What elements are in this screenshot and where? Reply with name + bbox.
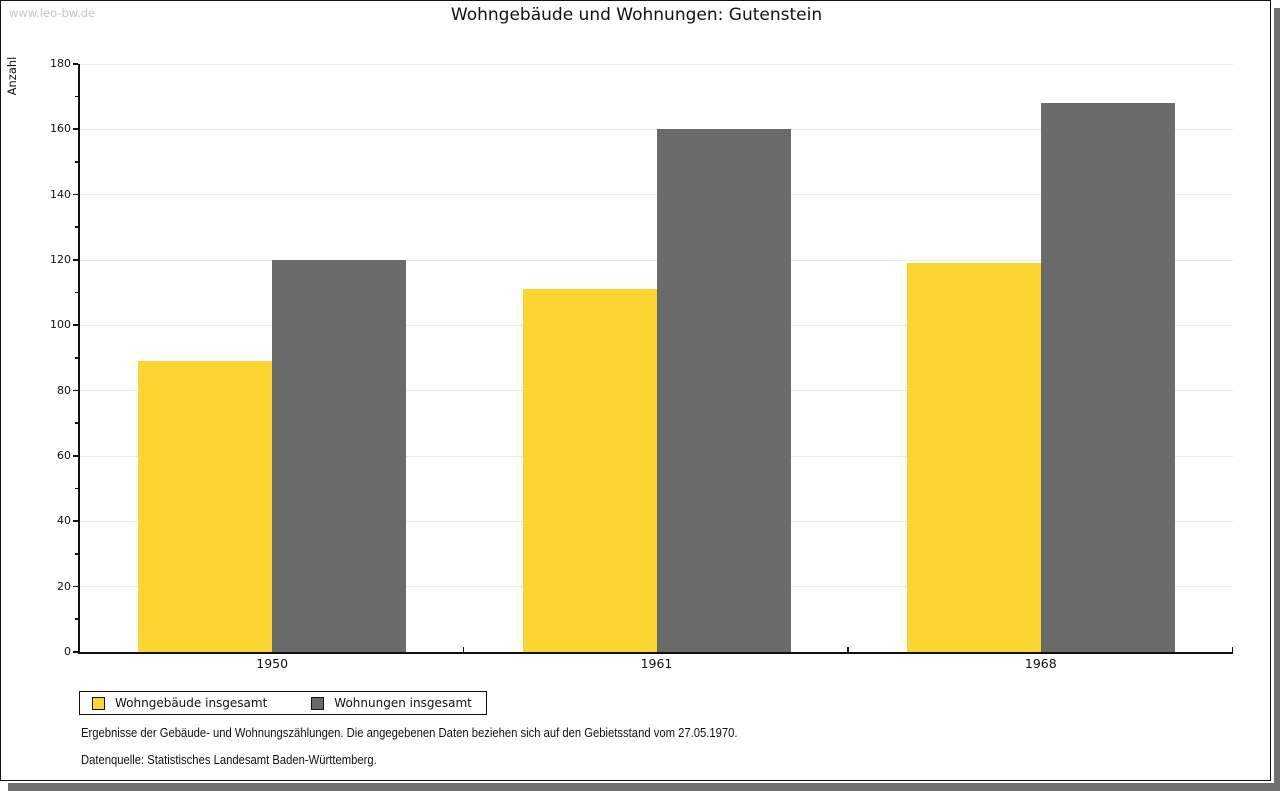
legend-label: Wohngebäude insgesamt [115,696,268,710]
gridline [80,63,1233,65]
y-axis-tick [73,651,78,653]
legend-swatch-wohngebaeude [92,696,105,710]
y-axis-tick [73,389,78,392]
y-axis-title: Anzahl [5,56,19,96]
x-axis-label: 1950 [256,656,289,671]
y-axis-tick [73,63,78,65]
x-axis-tick [847,647,849,652]
x-axis-label: 1968 [1024,656,1057,671]
y-axis-minor-tick [75,422,78,424]
y-axis-tick [73,455,78,457]
y-tick-label: 140 [50,187,71,201]
y-axis-tick [73,585,78,588]
bar-1968-series0 [906,263,1041,652]
y-tick-label: 20 [57,579,71,593]
y-tick-label: 60 [57,449,71,462]
page-shadow-right [1274,8,1280,791]
y-axis-minor-tick [75,357,78,359]
y-axis-tick [73,324,78,326]
x-axis-tick [462,647,465,652]
y-axis-tick [73,128,78,130]
bar-1950-series1 [272,260,407,652]
legend: Wohngebäude insgesamt Wohnungen insgesam… [79,691,487,715]
bar-1968-series1 [1040,103,1175,652]
y-axis-tick [73,193,78,196]
y-axis-tick [73,259,78,261]
y-tick-label: 160 [50,122,71,136]
footnote-datenquelle: Datenquelle: Statistisches Landesamt Bad… [81,753,377,767]
bar-1961-series1 [656,129,791,652]
y-tick-label: 120 [50,253,71,266]
y-axis-minor-tick [75,95,78,98]
footnote-gebietsstand: Ergebnisse der Gebäude- und Wohnungszähl… [81,726,738,740]
y-tick-label: 80 [57,383,71,397]
x-axis-tick [1231,647,1233,652]
y-axis-minor-tick [75,487,78,490]
legend-label: Wohnungen insgesamt [334,696,472,710]
plot-area: 0 20 40 60 80 100 120 140 160 180 1950 1961 1968 [50,57,1233,671]
y-tick-label: 40 [57,514,71,528]
y-axis-minor-tick [75,226,78,228]
y-tick-label: 0 [64,645,71,658]
y-axis-minor-tick [75,291,78,294]
y-axis-minor-tick [75,553,78,555]
y-axis-minor-tick [75,618,78,620]
y-tick-label: 100 [50,318,71,332]
x-axis-label: 1961 [640,656,673,671]
y-axis-tick [73,520,78,522]
y-tick-label: 180 [50,57,71,70]
bar-1950-series0 [138,361,273,652]
y-axis-minor-tick [75,161,78,163]
chart-title: Wohngebäude und Wohnungen: Gutenstein [450,5,823,25]
page-shadow-bottom [8,783,1280,791]
bar-1961-series0 [522,289,657,652]
watermark: www.leo-bw.de [9,6,96,20]
legend-swatch-wohnungen [311,696,325,710]
legend-entry: Wohngebäude insgesamt [92,696,267,710]
legend-entry: Wohnungen insgesamt [311,696,472,710]
